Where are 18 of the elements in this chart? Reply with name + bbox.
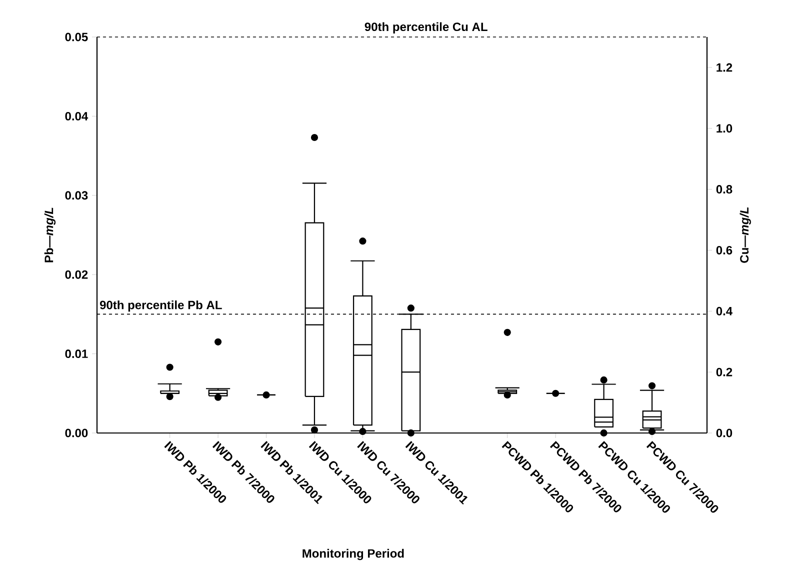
y-tick-label: 0.03: [65, 191, 88, 200]
y-tick-label: 0.02: [65, 270, 88, 279]
y2-tick-label: 0.4: [716, 306, 732, 316]
y-axis-title: Pb—mg/L: [44, 208, 56, 262]
y-tick-label: 0.00: [65, 428, 88, 438]
y-tick-label: 0.05: [65, 32, 88, 42]
y2-axis-title: Cu—mg/L: [740, 207, 751, 263]
y2-tick-label: 0.0: [716, 428, 732, 438]
y-tick-label: 0.01: [65, 350, 88, 358]
ref-line-label: 90th percentile Pb AL: [100, 300, 222, 312]
x-axis-title: Monitoring Period: [302, 548, 404, 560]
y2-tick-label: 1.2: [716, 63, 732, 72]
y-tick-label: 0.04: [65, 112, 88, 120]
y2-tick-label: 1.0: [716, 124, 732, 133]
y2-tick-label: 0.8: [716, 185, 732, 194]
ref-line-label: 90th percentile Cu AL: [364, 22, 488, 34]
y2-tick-label: 0.6: [716, 246, 732, 254]
y2-tick-label: 0.2: [716, 368, 732, 376]
